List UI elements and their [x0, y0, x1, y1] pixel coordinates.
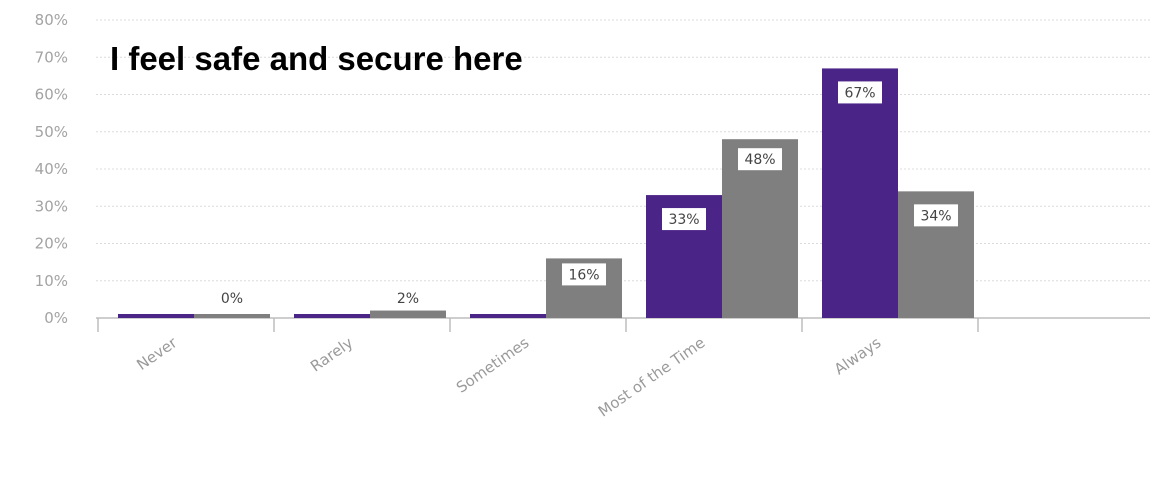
data-label: 48%: [744, 152, 775, 168]
bar: [822, 68, 898, 318]
bar: [370, 310, 446, 318]
data-label: 2%: [397, 291, 419, 307]
y-tick-label: 80%: [35, 11, 68, 29]
y-tick-label: 60%: [35, 86, 68, 104]
x-tick-label: Most of the Time: [595, 334, 708, 421]
y-tick-label: 50%: [35, 123, 68, 141]
gridlines: [96, 19, 1150, 319]
y-tick-label: 30%: [35, 197, 68, 215]
x-tick-label: Sometimes: [453, 333, 532, 396]
data-label: 33%: [668, 212, 699, 228]
data-label: 34%: [920, 208, 951, 224]
data-label-box: [662, 208, 706, 231]
y-tick-label: 40%: [35, 160, 68, 178]
bar: [470, 314, 546, 318]
data-label-box: [738, 148, 782, 171]
bar: [194, 314, 270, 318]
chart-title: I feel safe and secure here: [110, 40, 523, 77]
data-label-box: [838, 81, 882, 104]
x-tick-label: Never: [133, 333, 181, 374]
data-label: 67%: [844, 85, 875, 101]
data-label-box: [914, 204, 958, 227]
data-label-box: [562, 263, 606, 286]
bars: [118, 68, 974, 318]
bar: [294, 314, 370, 318]
bar: [118, 314, 194, 318]
y-tick-label: 70%: [35, 48, 68, 66]
data-label: 16%: [568, 267, 599, 283]
y-tick-label: 10%: [35, 272, 68, 290]
x-tick-label: Always: [831, 333, 885, 378]
x-axis: Never Rarely Sometimes Most of the Time Alwa…: [97, 318, 979, 421]
y-tick-label: 20%: [35, 235, 68, 253]
y-tick-label: 0%: [44, 309, 68, 327]
y-axis: 0% 10% 20% 30% 40% 50% 60% 70% 80%: [35, 11, 68, 327]
data-label: 0%: [221, 291, 243, 307]
x-tick-label: Rarely: [307, 333, 356, 375]
data-labels: 33% 67% 0% 2% 16% 48% 34%: [221, 81, 958, 307]
